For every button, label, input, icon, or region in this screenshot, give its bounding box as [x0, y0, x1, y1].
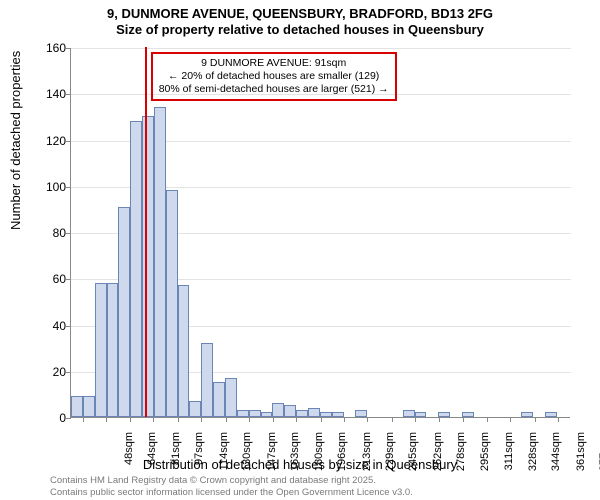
xtick-mark	[392, 417, 393, 422]
histogram-bar	[107, 283, 119, 417]
ytick-mark	[66, 279, 71, 280]
xtick-mark	[130, 417, 131, 422]
attribution-text: Contains HM Land Registry data © Crown c…	[50, 475, 413, 498]
ytick-mark	[66, 141, 71, 142]
histogram-bar	[71, 396, 83, 417]
xtick-mark	[439, 417, 440, 422]
xtick-mark	[273, 417, 274, 422]
histogram-bar	[415, 412, 427, 417]
histogram-bar	[95, 283, 107, 417]
ytick-label: 60	[26, 272, 66, 286]
ytick-label: 100	[26, 180, 66, 194]
histogram-bar	[118, 207, 130, 417]
plot-area: 02040608010012014016048sqm64sqm81sqm97sq…	[70, 48, 570, 418]
xtick-mark	[510, 417, 511, 422]
title-line-1: 9, DUNMORE AVENUE, QUEENSBURY, BRADFORD,…	[0, 6, 600, 22]
histogram-bar	[201, 343, 213, 417]
histogram-bar	[332, 412, 344, 417]
xtick-mark	[178, 417, 179, 422]
x-axis-label: Distribution of detached houses by size …	[0, 457, 600, 472]
histogram-bar	[178, 285, 190, 417]
ytick-mark	[66, 48, 71, 49]
histogram-bar	[249, 410, 261, 417]
histogram-bar	[189, 401, 201, 417]
histogram-bar	[545, 412, 557, 417]
histogram-bar	[213, 382, 225, 417]
ytick-label: 80	[26, 226, 66, 240]
ytick-label: 140	[26, 87, 66, 101]
xtick-mark	[367, 417, 368, 422]
histogram-bar	[355, 410, 367, 417]
ytick-label: 120	[26, 134, 66, 148]
histogram-bar	[272, 403, 284, 417]
ytick-mark	[66, 418, 71, 419]
xtick-mark	[296, 417, 297, 422]
annotation-box: 9 DUNMORE AVENUE: 91sqm← 20% of detached…	[151, 52, 397, 101]
histogram-bar	[403, 410, 415, 417]
histogram-bar	[296, 410, 308, 417]
annotation-line: 80% of semi-detached houses are larger (…	[159, 83, 389, 96]
histogram-bar	[308, 408, 320, 417]
ytick-mark	[66, 187, 71, 188]
xtick-mark	[487, 417, 488, 422]
histogram-bar	[154, 107, 166, 417]
xtick-mark	[321, 417, 322, 422]
ytick-label: 0	[26, 411, 66, 425]
xtick-mark	[201, 417, 202, 422]
y-axis-label: Number of detached properties	[8, 51, 23, 230]
histogram-bar	[237, 410, 249, 417]
ytick-mark	[66, 233, 71, 234]
xtick-mark	[249, 417, 250, 422]
xtick-mark	[83, 417, 84, 422]
reference-line	[145, 47, 147, 417]
ytick-mark	[66, 326, 71, 327]
attribution-line-1: Contains HM Land Registry data © Crown c…	[50, 475, 413, 486]
ytick-label: 40	[26, 319, 66, 333]
xtick-mark	[415, 417, 416, 422]
histogram-bar	[130, 121, 142, 417]
histogram-bar	[225, 378, 237, 417]
chart-container: 9, DUNMORE AVENUE, QUEENSBURY, BRADFORD,…	[0, 0, 600, 500]
xtick-mark	[463, 417, 464, 422]
chart-title: 9, DUNMORE AVENUE, QUEENSBURY, BRADFORD,…	[0, 6, 600, 39]
histogram-bar	[521, 412, 533, 417]
attribution-line-2: Contains public sector information licen…	[50, 487, 413, 498]
xtick-mark	[344, 417, 345, 422]
ytick-label: 160	[26, 41, 66, 55]
title-line-2: Size of property relative to detached ho…	[0, 22, 600, 38]
annotation-line: ← 20% of detached houses are smaller (12…	[159, 70, 389, 83]
xtick-mark	[535, 417, 536, 422]
xtick-mark	[558, 417, 559, 422]
ytick-mark	[66, 94, 71, 95]
histogram-bar	[284, 405, 296, 417]
histogram-bar	[166, 190, 178, 417]
ytick-mark	[66, 372, 71, 373]
histogram-bar	[83, 396, 95, 417]
xtick-mark	[106, 417, 107, 422]
annotation-line: 9 DUNMORE AVENUE: 91sqm	[159, 57, 389, 70]
xtick-mark	[153, 417, 154, 422]
xtick-mark	[226, 417, 227, 422]
ytick-label: 20	[26, 365, 66, 379]
histogram-bar	[261, 412, 273, 417]
histogram-bar	[462, 412, 474, 417]
